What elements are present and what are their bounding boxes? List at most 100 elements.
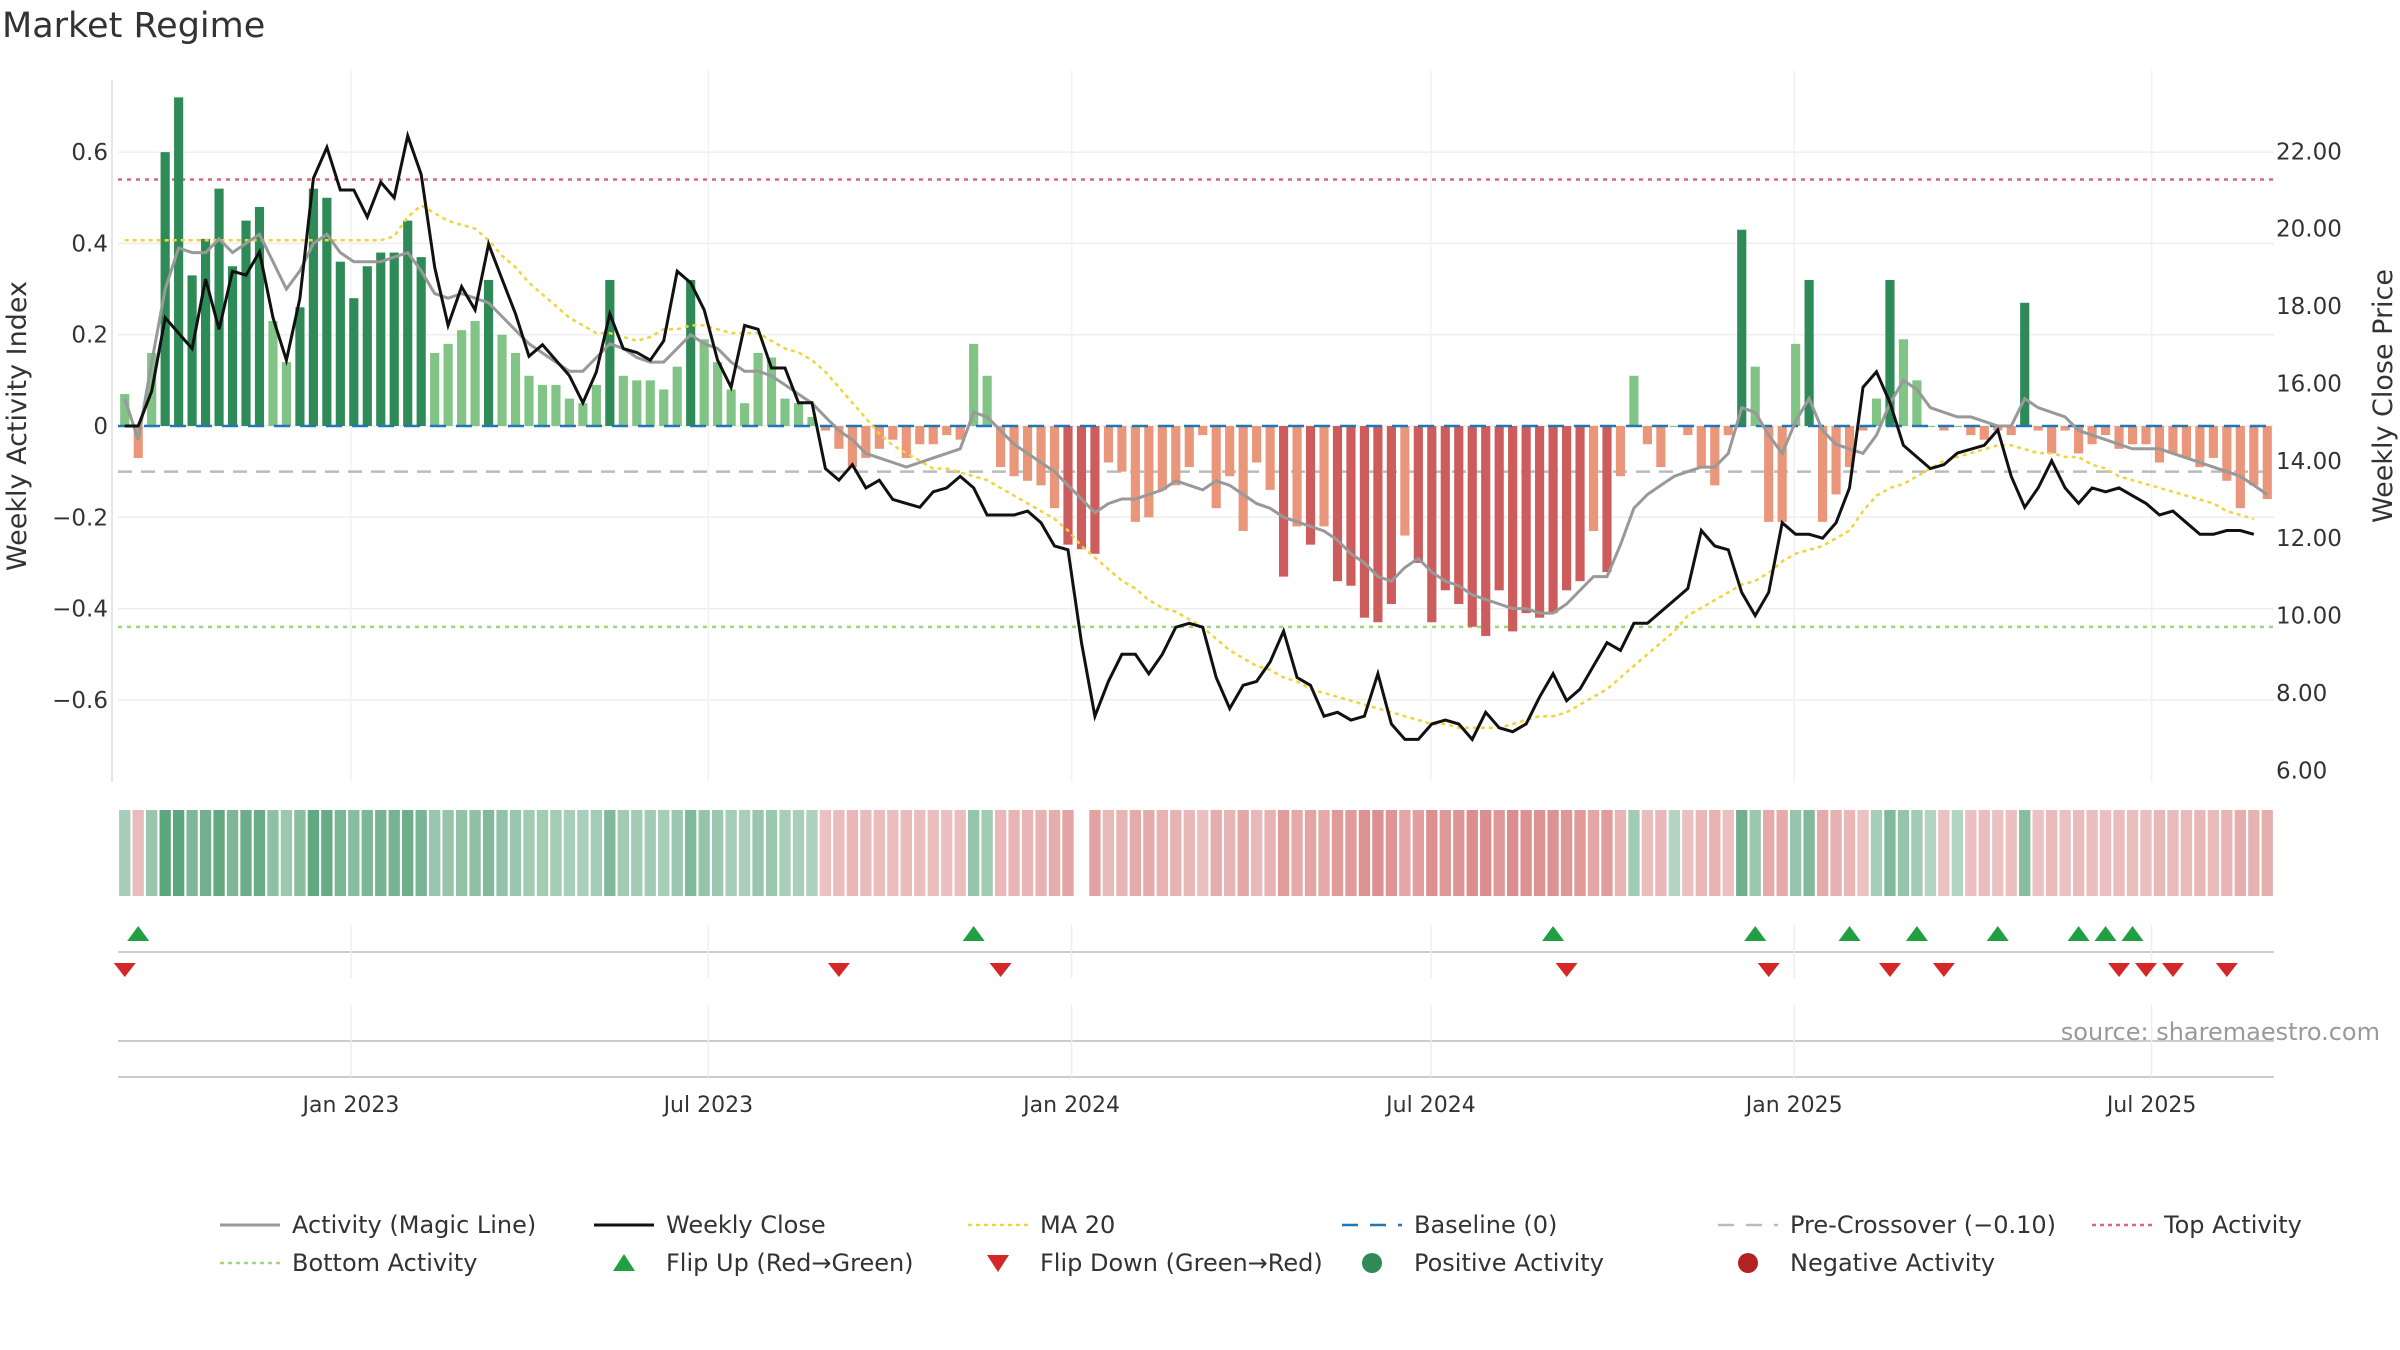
heat-strip-cell: [954, 810, 966, 896]
heat-strip-cell: [1197, 810, 1209, 896]
activity-bar: [2262, 426, 2272, 500]
flip-down-marker: [2215, 963, 2238, 977]
activity-bar: [928, 426, 938, 445]
legend-label: Bottom Activity: [292, 1249, 477, 1277]
activity-bar: [1508, 426, 1518, 632]
x-tick-label: Jan 2025: [1744, 1093, 1843, 1118]
activity-bar: [457, 330, 467, 426]
heat-strip-cell: [1533, 810, 1546, 896]
activity-bar: [2033, 426, 2043, 431]
activity-bar: [1413, 426, 1423, 563]
heat-strip-cell: [1992, 810, 2004, 896]
activity-bar: [1521, 426, 1531, 614]
heat-strip-cell: [1035, 810, 1047, 896]
heat-strip-cell: [631, 810, 643, 896]
activity-bar: [1157, 426, 1167, 490]
legend-label: Flip Up (Red→Green): [666, 1249, 914, 1277]
activity-bar: [2006, 426, 2016, 436]
heat-strip-cell: [779, 810, 791, 896]
heat-strip-cell: [2261, 810, 2273, 896]
heat-strip-cell: [1695, 810, 1707, 896]
heat-strip-cell: [1345, 810, 1357, 896]
heat-strip-cell: [846, 810, 859, 896]
heat-strip-cell: [765, 810, 778, 896]
heat-strip-cell: [1951, 810, 1963, 896]
heat-strip-cell: [1830, 810, 1842, 896]
heat-strip-cell: [334, 810, 346, 896]
y-left-tick-label: 0: [93, 414, 108, 440]
heat-strip-cell: [644, 810, 656, 896]
heat-strip-cell: [415, 810, 427, 896]
heat-strip-cell: [1426, 810, 1438, 896]
activity-bar: [1723, 426, 1733, 436]
heat-strip-cell: [294, 810, 306, 896]
flip-up-marker: [1542, 926, 1565, 941]
heat-strip-cell: [375, 810, 387, 896]
heat-strip-cell: [429, 810, 441, 896]
activity-bar: [1561, 426, 1572, 591]
heat-strip-cell: [146, 810, 158, 896]
y-right-tick-label: 22.00: [2276, 139, 2342, 165]
heat-strip-cell: [1911, 810, 1923, 896]
heat-strip-cell: [388, 810, 400, 896]
heat-strip-cell: [685, 810, 697, 896]
activity-bar: [1871, 398, 1882, 426]
activity-bar: [1009, 426, 1019, 477]
activity-bar: [2074, 426, 2084, 454]
heat-strip-cell: [1736, 810, 1748, 896]
heat-strip-cell: [469, 810, 481, 896]
legend-swatch: [1738, 1253, 1758, 1273]
activity-bar: [241, 220, 251, 426]
heat-strip-cell: [2019, 810, 2031, 896]
heat-strip-cell: [1574, 810, 1586, 896]
flip-down-marker: [1555, 963, 1578, 977]
activity-bar: [1791, 343, 1801, 426]
heat-strip-cell: [253, 810, 266, 896]
activity-bar: [2235, 426, 2245, 509]
x-tick-label: Jul 2023: [662, 1093, 754, 1118]
activity-bar: [537, 384, 548, 426]
heat-strip-cell: [1210, 810, 1222, 896]
y-right-tick-label: 16.00: [2276, 371, 2342, 397]
heat-strip-cell: [873, 810, 885, 896]
activity-bar: [1737, 229, 1747, 426]
flip-down-marker: [989, 963, 1012, 977]
heat-strip-cell: [1466, 810, 1478, 896]
activity-bar: [120, 394, 130, 426]
activity-bar: [793, 403, 804, 426]
flip-up-marker: [127, 926, 150, 941]
activity-bar: [1332, 426, 1343, 582]
activity-bar: [1049, 426, 1060, 509]
activity-bar: [996, 426, 1006, 468]
heat-strip-cell: [1722, 810, 1734, 896]
activity-bar: [1103, 426, 1113, 463]
activity-bar: [1764, 426, 1774, 522]
activity-bar: [2047, 426, 2057, 454]
flip-down-marker: [2134, 963, 2157, 977]
heat-strip-cell: [1938, 810, 1950, 896]
activity-bar: [578, 403, 588, 426]
activity-bar: [820, 426, 831, 431]
activity-bar: [308, 188, 318, 426]
activity-bar: [403, 220, 413, 426]
heat-strip-cell: [941, 810, 953, 896]
heat-strip-cell: [1048, 810, 1061, 896]
activity-bar: [659, 389, 669, 426]
heat-strip-cell: [752, 810, 764, 896]
heat-strip-cell: [1224, 810, 1236, 896]
activity-bar: [1750, 366, 1760, 426]
heat-strip-cell: [482, 810, 495, 896]
y-left-tick-label: −0.2: [52, 505, 108, 531]
activity-bar: [1346, 426, 1356, 586]
activity-bar: [1400, 426, 1410, 536]
y-left-tick-label: −0.6: [52, 688, 108, 714]
activity-bar: [1319, 426, 1329, 527]
activity-bar: [497, 334, 507, 426]
heat-strip-cell: [981, 810, 993, 896]
activity-bar: [1939, 426, 1949, 431]
heat-strip-cell: [536, 810, 549, 896]
activity-bar: [1305, 426, 1316, 545]
activity-bar: [1198, 426, 1208, 436]
heat-strip-cell: [1116, 810, 1128, 896]
